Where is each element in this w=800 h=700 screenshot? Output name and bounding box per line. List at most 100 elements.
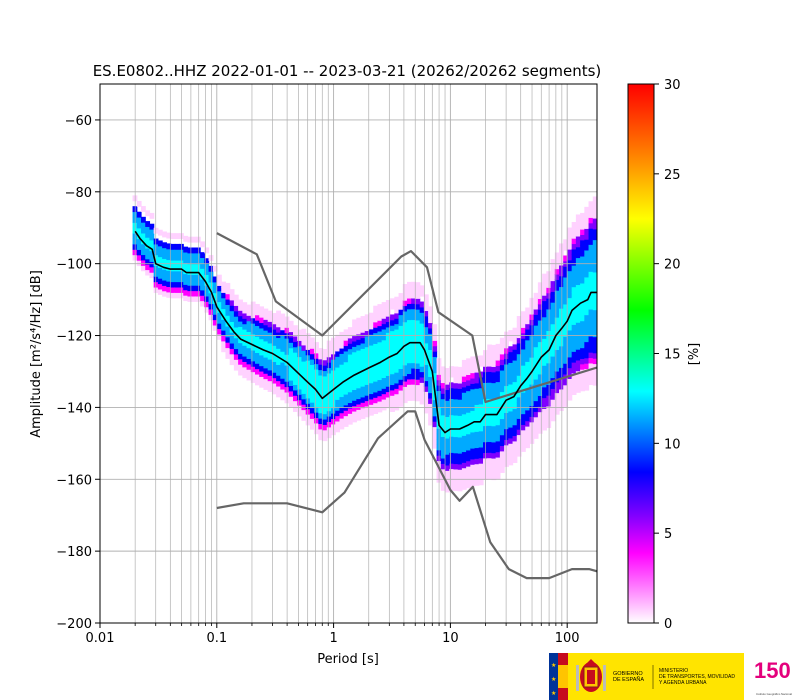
heatmap-cell <box>575 252 581 259</box>
heatmap-cell <box>588 373 594 380</box>
heatmap-cell <box>280 351 286 358</box>
heatmap-cell <box>559 270 564 277</box>
heatmap-cell <box>592 342 597 348</box>
heatmap-cell <box>369 350 374 357</box>
heatmap-cell <box>550 399 556 406</box>
heatmap-cell <box>390 303 395 310</box>
heatmap-cell <box>280 335 286 342</box>
heatmap-cell <box>584 330 590 337</box>
heatmap-cell <box>402 321 408 328</box>
heatmap-cell <box>280 324 286 331</box>
heatmap-cell <box>554 338 560 345</box>
heatmap-cell <box>550 415 556 422</box>
heatmap-cell <box>449 420 455 426</box>
heatmap-cell <box>575 236 581 242</box>
heatmap-cell <box>259 311 265 318</box>
heatmap-cell <box>174 233 180 240</box>
y-tick-label: −160 <box>56 473 92 488</box>
heatmap-cell <box>470 475 476 481</box>
heatmap-cell <box>174 249 180 256</box>
heatmap-cell <box>487 446 493 453</box>
heatmap-cell <box>466 369 471 376</box>
heatmap-cell <box>352 400 357 407</box>
heatmap-cell <box>398 303 404 310</box>
heatmap-cell <box>339 374 345 381</box>
spain-flag-top <box>558 653 568 665</box>
heatmap-cell <box>584 379 590 386</box>
heatmap-cell <box>238 331 243 338</box>
heatmap-cell <box>322 354 328 361</box>
heatmap-cell <box>428 381 433 388</box>
heatmap-cell <box>369 393 374 400</box>
heatmap-cell <box>440 382 446 389</box>
heatmap-cell <box>246 353 252 359</box>
heatmap-cell <box>326 367 332 374</box>
heatmap-cell <box>352 319 357 326</box>
heatmap-cell <box>461 446 467 453</box>
heatmap-cell <box>521 348 526 355</box>
heatmap-cell <box>504 455 509 462</box>
heatmap-cell <box>301 393 307 400</box>
heatmap-cell <box>293 373 298 380</box>
heatmap-cell <box>516 348 522 355</box>
heatmap-cell <box>271 345 277 352</box>
heatmap-cell <box>288 331 294 338</box>
heatmap-cell <box>381 312 387 319</box>
heatmap-cell <box>563 303 569 310</box>
heatmap-cell <box>187 258 193 265</box>
heatmap-cell <box>415 298 421 305</box>
heatmap-cell <box>592 234 597 241</box>
heatmap-cell <box>415 336 421 342</box>
heatmap-cell <box>242 312 248 319</box>
heatmap-cell <box>461 408 467 415</box>
heatmap-cell <box>271 329 277 336</box>
heatmap-cell <box>445 486 450 493</box>
heatmap-cell <box>347 375 353 382</box>
heatmap-cell <box>259 354 265 361</box>
heatmap-cell <box>423 326 429 333</box>
heatmap-cell <box>554 392 560 399</box>
heatmap-cell <box>521 375 526 382</box>
heatmap-cell <box>495 370 501 377</box>
heatmap-cell <box>588 265 594 272</box>
heatmap-cell <box>377 320 383 327</box>
heatmap-cell <box>533 319 539 326</box>
heatmap-cell <box>554 290 560 297</box>
heatmap-cell <box>242 372 248 379</box>
heatmap-cell <box>537 287 543 294</box>
heatmap-cell <box>525 436 531 443</box>
heatmap-cell <box>200 241 205 248</box>
heatmap-cell <box>390 357 395 364</box>
heatmap-cell <box>347 413 353 420</box>
heatmap-cell <box>170 254 176 261</box>
heatmap-cell <box>415 319 421 326</box>
heatmap-cell <box>512 354 518 361</box>
heatmap-cell <box>263 335 269 342</box>
heatmap-cell <box>242 339 248 346</box>
heatmap-cell <box>377 309 383 316</box>
heatmap-cell <box>335 340 341 347</box>
heatmap-cell <box>419 290 425 297</box>
heatmap-cell <box>402 294 408 301</box>
heatmap-cell <box>217 290 222 297</box>
heatmap-cell <box>343 350 349 357</box>
heatmap-cell <box>571 265 577 272</box>
heatmap-cell <box>575 246 581 253</box>
heatmap-cell <box>381 382 387 389</box>
heatmap-cell <box>356 323 362 330</box>
heatmap-cell <box>440 409 446 416</box>
heatmap-cell <box>288 401 294 408</box>
heatmap-cell <box>208 271 214 278</box>
heatmap-cell <box>550 345 556 352</box>
heatmap-cell <box>314 401 319 408</box>
heatmap-cell <box>318 418 324 425</box>
heatmap-cell <box>537 373 543 380</box>
heatmap-cell <box>385 370 391 376</box>
heatmap-cell <box>440 414 446 421</box>
heatmap-cell <box>238 358 243 365</box>
heatmap-cell <box>402 300 408 307</box>
heatmap-cell <box>309 407 315 414</box>
heatmap-cell <box>533 400 539 407</box>
heatmap-cell <box>461 359 467 366</box>
heatmap-cell <box>588 271 594 278</box>
